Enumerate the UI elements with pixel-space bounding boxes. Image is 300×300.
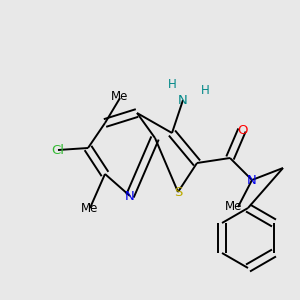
Text: N: N bbox=[247, 173, 257, 187]
Text: H: H bbox=[201, 85, 209, 98]
Text: S: S bbox=[174, 185, 182, 199]
Text: Me: Me bbox=[111, 89, 129, 103]
Text: O: O bbox=[237, 124, 247, 136]
Text: N: N bbox=[178, 94, 188, 106]
Text: Cl: Cl bbox=[52, 143, 64, 157]
Text: Me: Me bbox=[81, 202, 99, 214]
Text: H: H bbox=[168, 77, 176, 91]
Text: N: N bbox=[125, 190, 135, 202]
Text: Me: Me bbox=[225, 200, 243, 214]
